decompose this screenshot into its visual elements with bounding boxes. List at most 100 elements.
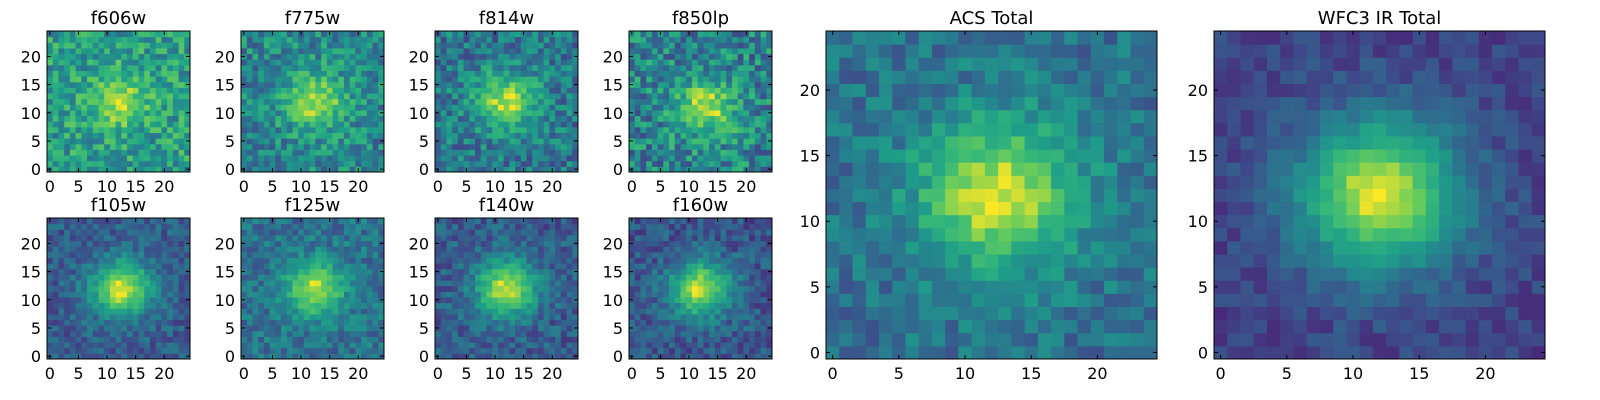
heatmap-cell <box>452 336 459 343</box>
heatmap-cell <box>572 42 579 49</box>
heatmap-cell <box>64 81 71 88</box>
heatmap-cell <box>475 149 482 156</box>
heatmap-cell <box>709 42 716 49</box>
heatmap-cell <box>172 36 180 43</box>
heatmap-cell <box>674 336 681 343</box>
heatmap-cell <box>326 251 334 258</box>
heatmap-cell <box>669 76 676 83</box>
heatmap-cell <box>52 291 59 298</box>
heatmap-cell <box>332 160 339 167</box>
heatmap-cell <box>81 246 88 253</box>
heatmap-cell <box>446 47 453 55</box>
heatmap-cell <box>515 166 522 173</box>
heatmap-cell <box>537 336 545 343</box>
heatmap-cell <box>509 246 516 253</box>
heatmap-cell <box>252 268 259 275</box>
heatmap-cell <box>269 313 276 321</box>
heatmap-cell <box>543 59 550 66</box>
heatmap-cell <box>298 132 305 139</box>
heatmap-cell <box>321 330 328 337</box>
heatmap-cell <box>115 251 122 258</box>
heatmap-cell <box>321 257 328 264</box>
heatmap-cell <box>760 70 767 77</box>
heatmap-cell <box>634 149 641 156</box>
heatmap-cell <box>115 160 122 167</box>
heatmap-cell <box>566 115 573 122</box>
heatmap-cell <box>281 347 288 354</box>
heatmap-cell <box>349 285 356 292</box>
heatmap-cell <box>691 149 699 156</box>
heatmap-cell <box>269 234 276 242</box>
heatmap-cell <box>532 143 539 150</box>
heatmap-cell <box>714 319 722 326</box>
heatmap-cell <box>532 313 539 321</box>
heatmap-cell <box>463 149 470 156</box>
heatmap-cell <box>246 336 253 343</box>
heatmap-cell <box>509 149 516 156</box>
heatmap-cell <box>115 143 122 150</box>
heatmap-cell <box>674 104 681 111</box>
heatmap-cell <box>303 132 311 139</box>
heatmap-cell <box>651 302 659 309</box>
heatmap-cell <box>566 132 573 139</box>
heatmap-cell <box>457 218 465 225</box>
heatmap-cell <box>349 319 356 326</box>
heatmap-cell <box>292 126 299 134</box>
heatmap-cell <box>138 76 145 83</box>
heatmap-cell <box>714 274 722 281</box>
heatmap-cell <box>446 291 453 298</box>
heatmap-cell <box>92 59 99 66</box>
heatmap-cell <box>98 93 105 100</box>
heatmap-cell <box>104 223 111 230</box>
heatmap-cell <box>749 319 756 326</box>
heatmap-cell <box>184 115 191 122</box>
heatmap-cell <box>560 115 568 122</box>
heatmap-cell <box>321 223 328 230</box>
heatmap-cell <box>127 81 134 88</box>
heatmap-cell <box>355 268 362 275</box>
heatmap-cell <box>680 98 687 105</box>
heatmap-cell <box>321 268 328 275</box>
heatmap-cell <box>503 251 510 258</box>
heatmap-cell <box>292 229 299 236</box>
heatmap-cell <box>104 70 111 77</box>
heatmap-cell <box>651 70 659 77</box>
heatmap-cell <box>543 70 550 77</box>
heatmap-cell <box>246 98 253 105</box>
heatmap-cell <box>58 64 65 71</box>
heatmap-cell <box>674 132 681 139</box>
heatmap-cell <box>155 93 162 100</box>
heatmap-cell <box>69 109 77 117</box>
heatmap-cell <box>486 138 493 145</box>
heatmap-cell <box>543 223 550 230</box>
heatmap-cell <box>269 251 276 258</box>
heatmap-cell <box>686 291 693 298</box>
heatmap-cell <box>87 31 94 38</box>
heatmap-cell <box>440 138 447 145</box>
heatmap-cell <box>532 251 539 258</box>
heatmap-cell <box>167 87 174 94</box>
heatmap-cell <box>555 132 562 139</box>
heatmap-cell <box>680 149 687 156</box>
heatmap-cell <box>349 155 356 162</box>
heatmap-cell <box>669 36 676 43</box>
heatmap-cell <box>469 313 476 321</box>
heatmap-cell <box>497 257 505 264</box>
heatmap-cell <box>657 319 664 326</box>
heatmap-cell <box>651 353 659 360</box>
heatmap-cell <box>338 70 345 77</box>
heatmap-cell <box>560 160 568 167</box>
heatmap-cell <box>663 47 670 55</box>
heatmap-cell <box>372 302 379 309</box>
y-tick-label: 0 <box>225 160 235 179</box>
heatmap-cell <box>98 42 105 49</box>
heatmap-cell <box>343 36 351 43</box>
heatmap-cell <box>81 274 88 281</box>
heatmap-cell <box>92 263 99 270</box>
heatmap-cell <box>515 36 522 43</box>
heatmap-cell <box>138 121 145 128</box>
heatmap-cell <box>509 81 516 88</box>
heatmap-cell <box>292 223 299 230</box>
heatmap-cell <box>646 70 653 77</box>
heatmap-cell <box>492 109 499 117</box>
